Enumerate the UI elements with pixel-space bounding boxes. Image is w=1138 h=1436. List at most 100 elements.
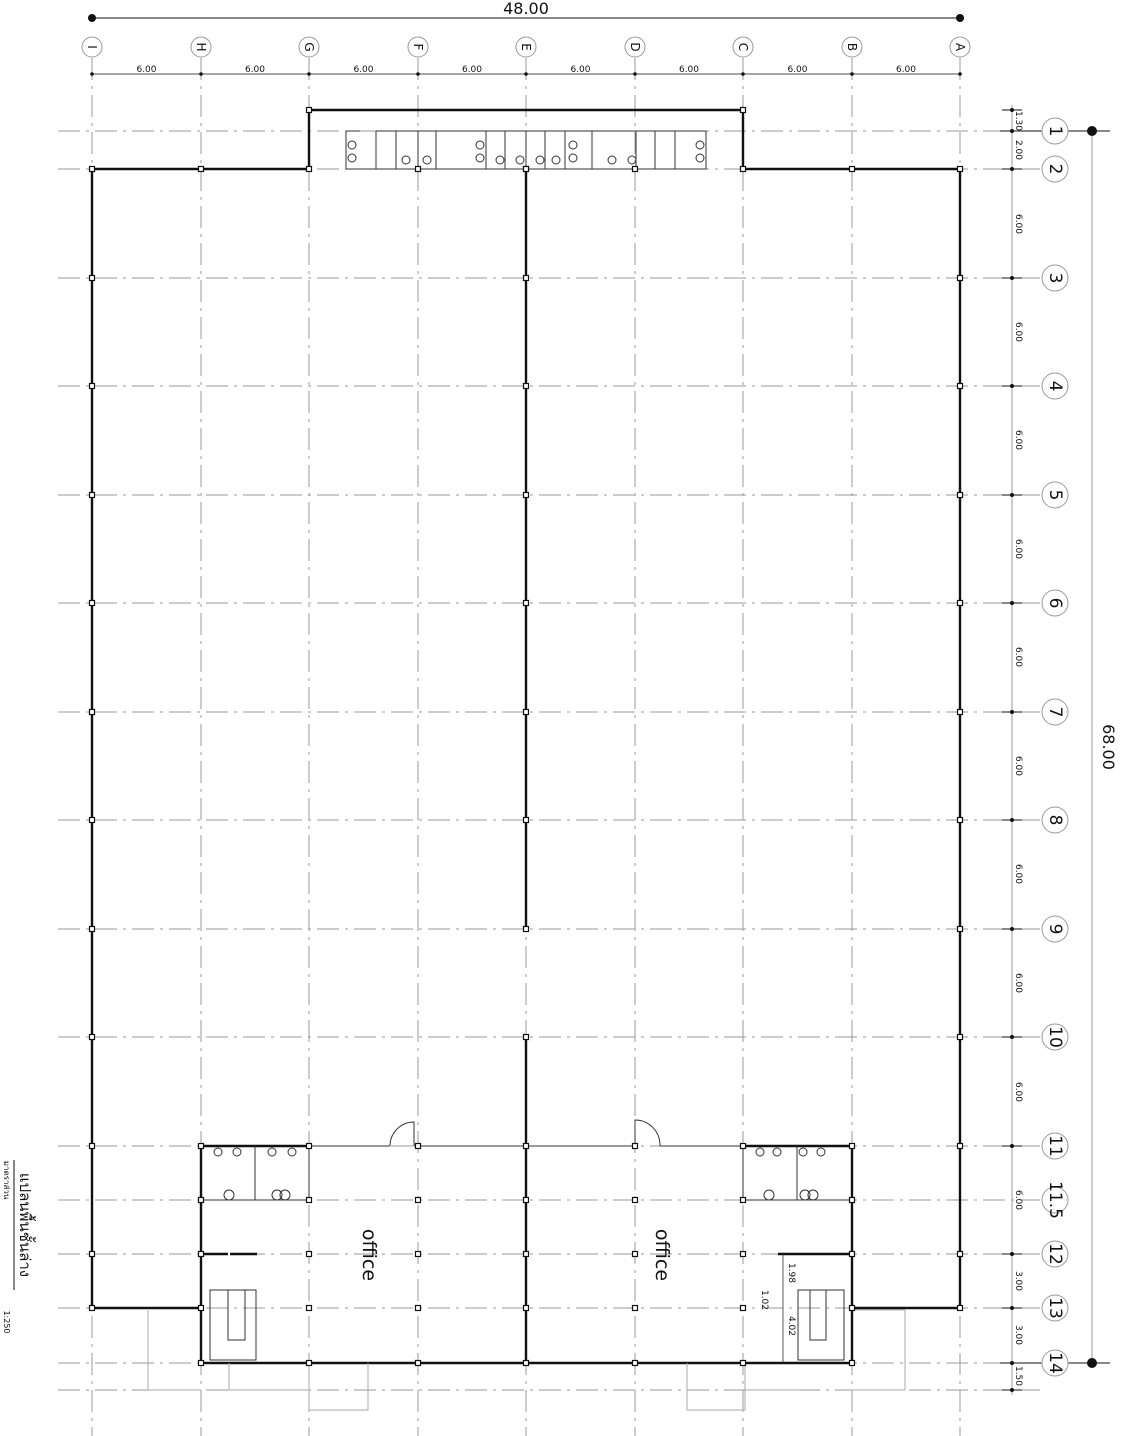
- toilet-fixture: [607, 155, 617, 165]
- column: [88, 1142, 96, 1150]
- row-label: 3: [1045, 273, 1065, 284]
- scale-value: 1:250: [2, 1310, 11, 1333]
- row-label: 13: [1045, 1297, 1065, 1319]
- column: [88, 816, 96, 824]
- column: [197, 165, 205, 173]
- column: [956, 274, 964, 282]
- dim-tick: [416, 72, 420, 76]
- column-label: I: [85, 45, 99, 49]
- column: [414, 1304, 422, 1312]
- labels: office office แปลนพื้นชั้นล่าง มาตราส่วน 1:2…: [2, 1160, 673, 1334]
- toilet-fixture: [422, 155, 432, 165]
- column-label: B: [845, 43, 859, 51]
- row-label: 12: [1045, 1243, 1065, 1265]
- toilet-fixture: [551, 155, 561, 165]
- column: [956, 1142, 964, 1150]
- stair-dimension-label: 1.98: [786, 1263, 796, 1283]
- column-spacing-label: 6.00: [787, 65, 807, 75]
- column: [197, 1142, 205, 1150]
- row-bubble: [1041, 155, 1069, 183]
- row-label: 6: [1045, 598, 1065, 609]
- structural-columns: [88, 106, 964, 1367]
- row-spacing-label: 3.00: [1013, 1325, 1023, 1345]
- row-bubble: [1041, 481, 1069, 509]
- stair-dimension-label: 4.02: [786, 1316, 796, 1336]
- column: [631, 1304, 639, 1312]
- toilet-fixture: [475, 153, 485, 163]
- column: [956, 925, 964, 933]
- column-bubble: [624, 36, 646, 58]
- column-spacing-label: 6.00: [462, 65, 482, 75]
- toilet-fixture: [495, 155, 505, 165]
- column: [522, 599, 530, 607]
- toilet-fixture: [695, 153, 705, 163]
- column: [88, 491, 96, 499]
- toilet-fixture: [695, 140, 705, 150]
- overall-width-label: 48.00: [503, 0, 549, 18]
- column: [956, 708, 964, 716]
- column: [88, 1304, 96, 1312]
- dim-tick-dot: [1010, 818, 1014, 822]
- column: [305, 1196, 313, 1204]
- row-label: 7: [1045, 707, 1065, 718]
- dim-endpoint: [88, 14, 96, 22]
- column-spacing-label: 6.00: [136, 65, 156, 75]
- toilet-fixture: [755, 1147, 765, 1157]
- row-spacing-label: 3.00: [1013, 1271, 1023, 1291]
- column: [956, 165, 964, 173]
- column: [631, 1250, 639, 1258]
- column: [848, 1142, 856, 1150]
- sink-fixture: [271, 1189, 283, 1201]
- row-bubble: [1041, 806, 1069, 834]
- row-spacing-label: 6.00: [1013, 539, 1023, 559]
- column-bubble: [732, 36, 754, 58]
- sink-fixture: [223, 1189, 235, 1201]
- column: [197, 1304, 205, 1312]
- grid-lines: [58, 58, 1040, 1436]
- row-bubble: [1041, 1294, 1069, 1322]
- column: [197, 1250, 205, 1258]
- scale-label: มาตราส่วน: [2, 1161, 11, 1200]
- row-spacing-label: 6.00: [1013, 214, 1023, 234]
- column: [305, 1359, 313, 1367]
- column: [848, 1196, 856, 1204]
- column: [956, 599, 964, 607]
- row-spacing-label: 1.50: [1013, 1366, 1023, 1386]
- column-bubble: [298, 36, 320, 58]
- dim-tick-dot: [1010, 129, 1014, 133]
- row-spacing-label: 1.30: [1013, 111, 1023, 131]
- column-spacing-label: 6.00: [245, 65, 265, 75]
- column: [414, 1142, 422, 1150]
- column: [739, 1196, 747, 1204]
- row-label: 14: [1045, 1352, 1065, 1374]
- dim-tick-dot: [1010, 1035, 1014, 1039]
- toilet-fixture: [772, 1147, 782, 1157]
- toilet-fixture: [213, 1147, 223, 1157]
- column: [305, 1250, 313, 1258]
- room-label-office: office: [358, 1229, 380, 1281]
- row-label: 11: [1045, 1135, 1065, 1157]
- column: [305, 1304, 313, 1312]
- row-bubble: [1041, 264, 1069, 292]
- drawing-title: แปลนพื้นชั้นล่าง: [16, 1173, 36, 1277]
- column: [956, 491, 964, 499]
- column-spacing-label: 6.00: [570, 65, 590, 75]
- row-spacing-label: 6.00: [1013, 647, 1023, 667]
- column-label: H: [194, 42, 208, 51]
- row-bubble: [1041, 698, 1069, 726]
- door-swing-left: [389, 1121, 415, 1147]
- row-spacing-label: 6.00: [1013, 430, 1023, 450]
- row-spacing-label: 6.00: [1013, 1082, 1023, 1102]
- sink-fixture: [763, 1189, 775, 1201]
- toilet-fixture: [568, 153, 578, 163]
- row-label: 9: [1045, 924, 1065, 935]
- row-bubble: [1041, 1186, 1069, 1214]
- row-spacing-label: 6.00: [1013, 864, 1023, 884]
- row-bubble: [1041, 372, 1069, 400]
- column: [88, 708, 96, 716]
- column: [956, 1250, 964, 1258]
- dim-tick-dot: [1010, 1144, 1014, 1148]
- dim-tick-dot: [1010, 1306, 1014, 1310]
- dimensions: 48.00 6.00 6.00 6.00 6.00 6.00 6.00 6.00 6.00 I H G…: [81, 0, 1118, 1395]
- toilet-fixture: [347, 140, 357, 150]
